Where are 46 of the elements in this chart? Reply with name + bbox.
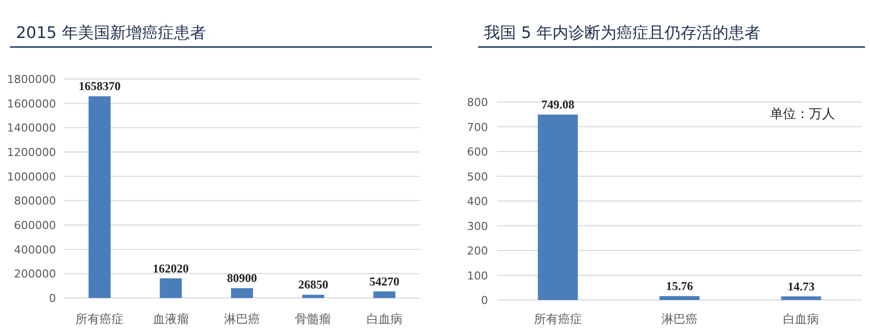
data-label: 162020	[152, 261, 189, 276]
annotation: 单位：万人	[770, 107, 835, 122]
bar	[88, 96, 111, 298]
bar	[781, 296, 822, 300]
y-tick-label: 300	[467, 220, 488, 233]
x-tick-label: 淋巴癌	[224, 312, 260, 326]
chart-title: 2015 年美国新增癌症患者	[16, 23, 206, 42]
y-tick-label: 800000	[14, 194, 56, 208]
data-label: 15.76	[666, 279, 693, 294]
y-tick-label: 400	[467, 195, 488, 208]
x-tick-label: 血液瘤	[152, 312, 189, 326]
y-tick-label: 1800000	[7, 73, 56, 86]
y-tick-label: 500	[467, 170, 488, 184]
y-tick-label: 1600000	[7, 97, 56, 110]
y-tick-label: 100	[467, 269, 488, 282]
bar	[160, 278, 182, 298]
y-tick-label: 0	[49, 292, 56, 305]
y-tick-label: 400000	[14, 243, 56, 256]
y-tick-label: 200000	[14, 268, 56, 281]
data-label: 14.73	[788, 279, 815, 294]
x-tick-label: 淋巴癌	[662, 312, 698, 326]
y-tick-label: 600	[467, 146, 488, 158]
x-tick-label: 骨髓瘤	[295, 312, 332, 326]
data-label: 54270	[369, 274, 400, 288]
y-tick-label: 800	[467, 96, 488, 109]
data-label: 1658370	[78, 79, 121, 94]
bar	[538, 114, 578, 300]
x-tick-label: 白血病	[783, 312, 820, 326]
y-tick-label: 200	[467, 244, 488, 258]
bar	[302, 294, 324, 298]
y-tick-label: 700	[467, 120, 488, 134]
bar	[660, 296, 700, 300]
bar	[231, 288, 253, 298]
y-tick-label: 1200000	[7, 146, 56, 159]
data-label: 749.08	[541, 98, 574, 112]
bar	[373, 291, 396, 298]
x-tick-label: 所有癌症	[534, 312, 582, 326]
y-tick-label: 0	[481, 294, 488, 307]
y-tick-label: 1000000	[7, 170, 56, 184]
y-tick-label: 600000	[14, 219, 56, 232]
x-tick-label: 白血病	[366, 312, 402, 326]
y-tick-label: 1400000	[7, 122, 56, 135]
data-label: 80900	[227, 271, 257, 286]
chart-title: 我国 5 年内诊断为癌症且仍存活的患者	[484, 23, 760, 42]
x-tick-label: 所有癌症	[76, 312, 124, 326]
data-label: 26850	[298, 278, 328, 292]
